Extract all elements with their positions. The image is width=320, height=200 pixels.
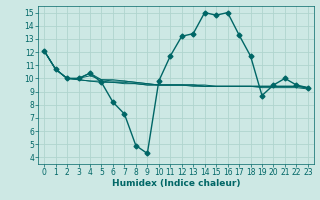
- X-axis label: Humidex (Indice chaleur): Humidex (Indice chaleur): [112, 179, 240, 188]
